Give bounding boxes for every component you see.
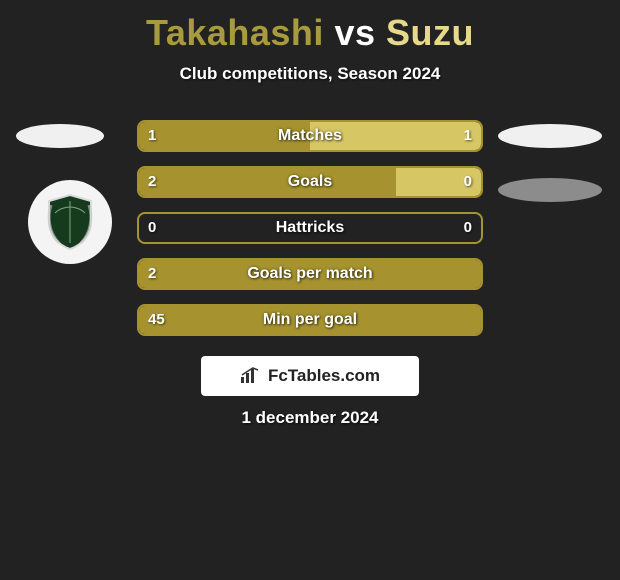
stat-row: Matches11 xyxy=(0,120,620,152)
title-vs: vs xyxy=(334,12,375,53)
stat-bar-right xyxy=(396,168,482,196)
title-player1: Takahashi xyxy=(146,12,324,53)
branding-text: FcTables.com xyxy=(268,366,380,386)
bar-chart-icon xyxy=(240,367,262,385)
stat-bar-track xyxy=(137,120,483,152)
date-label: 1 december 2024 xyxy=(0,408,620,428)
subtitle: Club competitions, Season 2024 xyxy=(0,64,620,84)
stat-bar-right xyxy=(310,122,481,150)
page-title: Takahashi vs Suzu xyxy=(0,0,620,54)
stat-bar-track xyxy=(137,212,483,244)
stat-bar-track xyxy=(137,166,483,198)
stat-row: Min per goal45 xyxy=(0,304,620,336)
stat-bar-left xyxy=(139,306,481,334)
stat-bar-left xyxy=(139,168,396,196)
stat-row: Hattricks00 xyxy=(0,212,620,244)
comparison-card: Takahashi vs Suzu Club competitions, Sea… xyxy=(0,0,620,580)
stat-bar-left xyxy=(139,260,481,288)
stat-bar-track xyxy=(137,304,483,336)
stat-row: Goals per match2 xyxy=(0,258,620,290)
branding-badge[interactable]: FcTables.com xyxy=(201,356,419,396)
stat-row: Goals20 xyxy=(0,166,620,198)
title-player2: Suzu xyxy=(386,12,474,53)
stat-bar-left xyxy=(139,122,310,150)
stat-bar-track xyxy=(137,258,483,290)
stats-area: Matches11 Goals20 Hattricks00 Goals per mat… xyxy=(0,120,620,350)
